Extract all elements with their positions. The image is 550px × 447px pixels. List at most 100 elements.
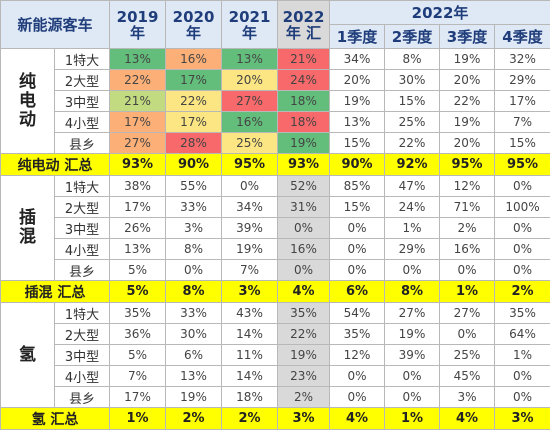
summary-value-cell: 5%: [109, 280, 167, 303]
value-cell: 0%: [329, 259, 386, 281]
table-row: 县乡 27% 28% 25% 19% 15% 22% 20% 15%: [1, 132, 550, 154]
subcategory-label: 1特大: [53, 48, 111, 70]
value-cell: 0%: [439, 259, 496, 281]
summary-value-cell: 3%: [221, 280, 279, 303]
value-cell: 31%: [277, 196, 331, 218]
table-row: 2大型 36% 30% 14% 22% 35% 19% 0% 64%: [1, 323, 550, 345]
value-cell: 35%: [329, 323, 386, 345]
value-cell: 47%: [384, 175, 441, 197]
value-cell: 52%: [277, 175, 331, 197]
value-cell: 6%: [165, 344, 223, 366]
value-cell: 29%: [494, 69, 550, 91]
value-cell: 15%: [329, 196, 386, 218]
value-cell: 20%: [439, 69, 496, 91]
value-cell: 5%: [109, 344, 167, 366]
value-cell: 0%: [384, 386, 441, 408]
value-cell: 0%: [494, 386, 550, 408]
table-row: 2大型 17% 33% 34% 31% 15% 24% 71% 100%: [1, 196, 550, 218]
table-row: 3中型 5% 6% 11% 19% 12% 39% 25% 1%: [1, 344, 550, 366]
value-cell: 14%: [221, 365, 279, 387]
value-cell: 20%: [439, 132, 496, 154]
value-cell: 0%: [221, 175, 279, 197]
summary-value-cell: 92%: [384, 153, 441, 176]
value-cell: 33%: [165, 302, 223, 324]
value-cell: 35%: [277, 302, 331, 324]
table-row: 4小型 13% 8% 19% 16% 0% 29% 16% 0%: [1, 238, 550, 260]
value-cell: 0%: [494, 259, 550, 281]
value-cell: 11%: [221, 344, 279, 366]
value-cell: 19%: [277, 132, 331, 154]
value-cell: 0%: [329, 365, 386, 387]
summary-value-cell: 3%: [494, 407, 550, 430]
summary-row: 纯电动 汇总 93% 90% 95% 93% 90% 92% 95% 95%: [0, 153, 550, 176]
value-cell: 26%: [109, 217, 167, 239]
value-cell: 13%: [165, 365, 223, 387]
value-cell: 3%: [165, 217, 223, 239]
subcategory-label: 3中型: [53, 217, 111, 239]
value-cell: 55%: [165, 175, 223, 197]
value-cell: 16%: [277, 238, 331, 260]
value-cell: 0%: [439, 323, 496, 345]
header-year-2021: 2021 年: [221, 0, 279, 49]
value-cell: 19%: [221, 238, 279, 260]
subcategory-label: 县乡: [53, 386, 111, 408]
table-row: 插混 1特大 38% 55% 0% 52% 85% 47% 12% 0%: [0, 175, 550, 281]
value-cell: 35%: [494, 302, 550, 324]
value-cell: 13%: [221, 48, 279, 70]
summary-value-cell: 90%: [165, 153, 223, 176]
header-year-2020: 2020 年: [165, 0, 223, 49]
summary-label: 纯电动 汇总: [0, 153, 111, 176]
category-label: 氢: [0, 302, 55, 408]
value-cell: 85%: [329, 175, 386, 197]
value-cell: 39%: [384, 344, 441, 366]
value-cell: 18%: [277, 111, 331, 133]
value-cell: 64%: [494, 323, 550, 345]
value-cell: 18%: [277, 90, 331, 112]
value-cell: 22%: [439, 90, 496, 112]
value-cell: 28%: [165, 132, 223, 154]
value-cell: 19%: [165, 386, 223, 408]
summary-value-cell: 2%: [494, 280, 550, 303]
table-row: 县乡 17% 19% 18% 2% 0% 0% 3% 0%: [1, 386, 550, 408]
value-cell: 36%: [109, 323, 167, 345]
table-row: 3中型 26% 3% 39% 0% 0% 1% 2% 0%: [1, 217, 550, 239]
value-cell: 0%: [494, 365, 550, 387]
value-cell: 5%: [109, 259, 167, 281]
value-cell: 0%: [384, 259, 441, 281]
value-cell: 25%: [439, 344, 496, 366]
value-cell: 23%: [277, 365, 331, 387]
value-cell: 33%: [165, 196, 223, 218]
summary-value-cell: 95%: [439, 153, 496, 176]
value-cell: 1%: [384, 217, 441, 239]
value-cell: 24%: [277, 69, 331, 91]
table-row: 纯电动 1特大 13% 16% 13% 21% 34% 8% 19% 32%: [0, 48, 550, 154]
value-cell: 15%: [329, 132, 386, 154]
table-title: 新能源客车: [0, 0, 111, 49]
value-cell: 0%: [494, 175, 550, 197]
value-cell: 17%: [165, 111, 223, 133]
value-cell: 21%: [109, 90, 167, 112]
summary-value-cell: 93%: [109, 153, 167, 176]
subcategory-label: 1特大: [53, 175, 111, 197]
category-label: 纯电动: [0, 48, 55, 154]
value-cell: 0%: [165, 259, 223, 281]
value-cell: 2%: [439, 217, 496, 239]
value-cell: 16%: [439, 238, 496, 260]
value-cell: 8%: [384, 48, 441, 70]
value-cell: 22%: [277, 323, 331, 345]
value-cell: 27%: [109, 132, 167, 154]
value-cell: 25%: [384, 111, 441, 133]
table-row: 氢 1特大 35% 33% 43% 35% 54% 27% 27% 35%: [0, 302, 550, 408]
subcategory-label: 4小型: [53, 238, 111, 260]
summary-value-cell: 95%: [494, 153, 550, 176]
value-cell: 27%: [384, 302, 441, 324]
value-cell: 17%: [165, 69, 223, 91]
subcategory-label: 4小型: [53, 365, 111, 387]
subcategory-label: 县乡: [53, 132, 111, 154]
summary-label: 氢 汇总: [0, 407, 111, 430]
value-cell: 17%: [109, 111, 167, 133]
value-cell: 43%: [221, 302, 279, 324]
value-cell: 24%: [384, 196, 441, 218]
subcategory-label: 3中型: [53, 90, 111, 112]
value-cell: 0%: [277, 259, 331, 281]
